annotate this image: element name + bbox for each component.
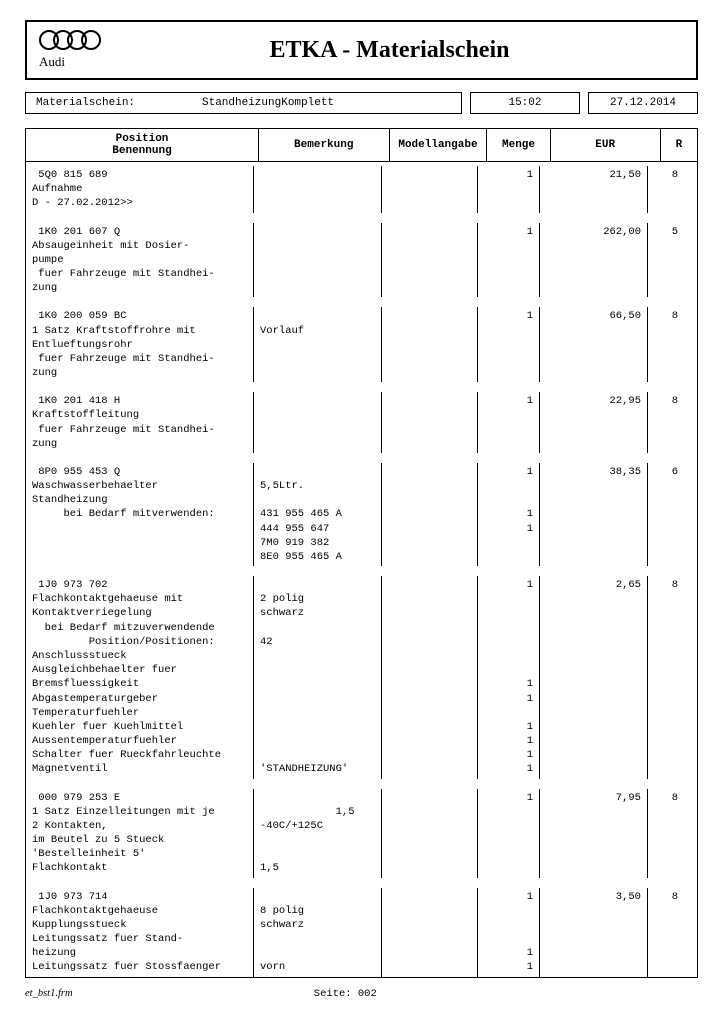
table-row: 8P0 955 453 Q Waschwasserbehaelter Stand… (26, 463, 697, 566)
cell-modellangabe (382, 463, 478, 566)
cell-r: 8 (648, 576, 684, 778)
cell-modellangabe (382, 307, 478, 382)
col-position-l2: Benennung (112, 145, 171, 157)
cell-eur: 262,00 (540, 223, 648, 298)
col-bemerkung: Bemerkung (259, 129, 390, 162)
cell-position: 1K0 201 607 Q Absaugeinheit mit Dosier- … (26, 223, 254, 298)
table-row: 5Q0 815 689 Aufnahme D - 27.02.2012>> 121… (26, 166, 697, 213)
table-row: 1K0 201 418 H Kraftstoffleitung fuer Fah… (26, 392, 697, 453)
materialschein-label: Materialschein: (36, 97, 202, 109)
cell-bemerkung (254, 392, 382, 453)
info-left-cell: Materialschein: StandheizungKomplett (25, 92, 462, 114)
cell-modellangabe (382, 166, 478, 213)
cell-bemerkung (254, 223, 382, 298)
cell-bemerkung (254, 166, 382, 213)
cell-r: 8 (648, 166, 684, 213)
cell-r: 5 (648, 223, 684, 298)
cell-menge: 1 1 1 (478, 463, 540, 566)
cell-position: 1J0 973 702 Flachkontaktgehaeuse mit Kon… (26, 576, 254, 778)
cell-bemerkung: 5,5Ltr. 431 955 465 A 444 955 647 7M0 91… (254, 463, 382, 566)
cell-position: 5Q0 815 689 Aufnahme D - 27.02.2012>> (26, 166, 254, 213)
cell-menge: 1 1 1 1 1 1 1 (478, 576, 540, 778)
cell-eur: 38,35 (540, 463, 648, 566)
audi-rings-icon (39, 30, 95, 50)
table-row: 000 979 253 E 1 Satz Einzelleitungen mit… (26, 789, 697, 878)
cell-menge: 1 (478, 166, 540, 213)
cell-position: 8P0 955 453 Q Waschwasserbehaelter Stand… (26, 463, 254, 566)
cell-menge: 1 1 1 (478, 888, 540, 977)
info-time: 15:02 (470, 92, 580, 114)
cell-modellangabe (382, 223, 478, 298)
cell-menge: 1 (478, 789, 540, 878)
cell-modellangabe (382, 789, 478, 878)
col-eur: EUR (550, 129, 660, 162)
table-row: 1K0 201 607 Q Absaugeinheit mit Dosier- … (26, 223, 697, 298)
cell-modellangabe (382, 576, 478, 778)
cell-eur: 2,65 (540, 576, 648, 778)
page-footer: et_bst1.frm Seite: 002 (25, 988, 698, 1000)
cell-r: 8 (648, 888, 684, 977)
footer-page: Seite: 002 (73, 988, 618, 1000)
cell-r: 6 (648, 463, 684, 566)
table-body: 5Q0 815 689 Aufnahme D - 27.02.2012>>121… (26, 166, 697, 977)
cell-menge: 1 (478, 392, 540, 453)
info-date: 27.12.2014 (588, 92, 698, 114)
cell-menge: 1 (478, 307, 540, 382)
col-modellangabe: Modellangabe (389, 129, 487, 162)
table-row: 1J0 973 714 Flachkontaktgehaeuse Kupplun… (26, 888, 697, 977)
materialschein-value: StandheizungKomplett (202, 97, 451, 109)
cell-eur: 3,50 (540, 888, 648, 977)
table-header: Position Benennung Bemerkung Modellangab… (26, 129, 697, 162)
cell-eur: 66,50 (540, 307, 648, 382)
cell-eur: 21,50 (540, 166, 648, 213)
cell-modellangabe (382, 888, 478, 977)
col-position: Position Benennung (26, 129, 259, 162)
cell-eur: 7,95 (540, 789, 648, 878)
info-row: Materialschein: StandheizungKomplett 15:… (25, 92, 698, 114)
col-menge: Menge (487, 129, 550, 162)
table-row: 1K0 200 059 BC 1 Satz Kraftstoffrohre mi… (26, 307, 697, 382)
col-r: R (660, 129, 697, 162)
table-row: 1J0 973 702 Flachkontaktgehaeuse mit Kon… (26, 576, 697, 778)
footer-filename: et_bst1.frm (25, 988, 73, 1000)
cell-modellangabe (382, 392, 478, 453)
cell-bemerkung: 2 polig schwarz 42 'STANDHEIZUNG' (254, 576, 382, 778)
document-title: ETKA - Materialschein (95, 37, 684, 64)
cell-r: 8 (648, 307, 684, 382)
logo-block: Audi (39, 30, 95, 70)
cell-r: 8 (648, 789, 684, 878)
cell-bemerkung: 1,5 -40C/+125C 1,5 (254, 789, 382, 878)
cell-eur: 22,95 (540, 392, 648, 453)
cell-position: 1K0 200 059 BC 1 Satz Kraftstoffrohre mi… (26, 307, 254, 382)
cell-r: 8 (648, 392, 684, 453)
cell-position: 1J0 973 714 Flachkontaktgehaeuse Kupplun… (26, 888, 254, 977)
header-box: Audi ETKA - Materialschein (25, 20, 698, 80)
cell-position: 1K0 201 418 H Kraftstoffleitung fuer Fah… (26, 392, 254, 453)
cell-position: 000 979 253 E 1 Satz Einzelleitungen mit… (26, 789, 254, 878)
col-position-l1: Position (116, 133, 169, 145)
brand-name: Audi (39, 54, 65, 70)
main-table: Position Benennung Bemerkung Modellangab… (25, 128, 698, 978)
cell-bemerkung: 8 polig schwarz vorn (254, 888, 382, 977)
cell-menge: 1 (478, 223, 540, 298)
cell-bemerkung: Vorlauf (254, 307, 382, 382)
